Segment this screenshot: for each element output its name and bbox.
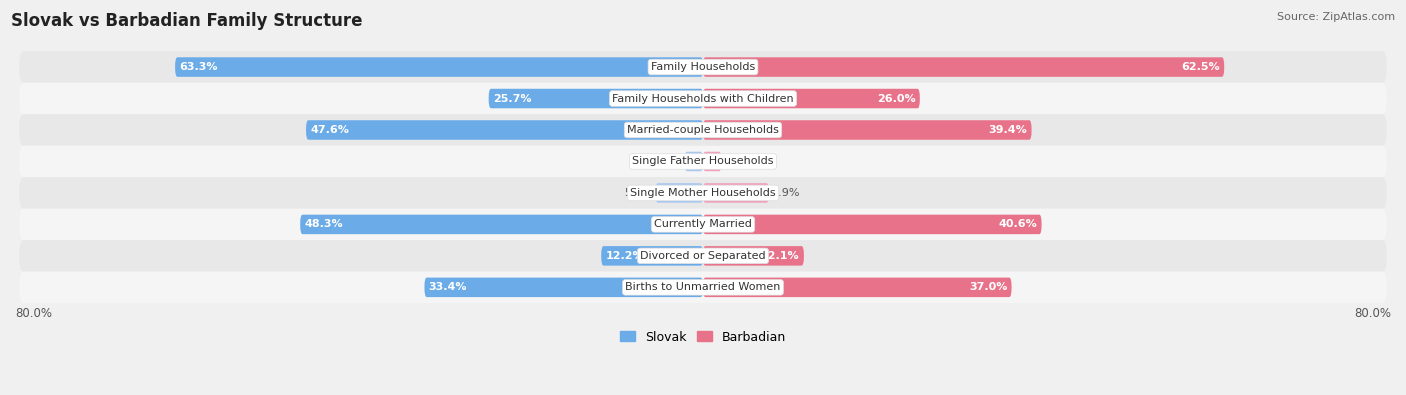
FancyBboxPatch shape (703, 246, 804, 265)
Text: Source: ZipAtlas.com: Source: ZipAtlas.com (1277, 12, 1395, 22)
Legend: Slovak, Barbadian: Slovak, Barbadian (616, 325, 790, 348)
Text: 26.0%: 26.0% (877, 94, 915, 103)
Text: 7.9%: 7.9% (772, 188, 800, 198)
FancyBboxPatch shape (703, 183, 769, 203)
Text: 62.5%: 62.5% (1181, 62, 1220, 72)
FancyBboxPatch shape (703, 152, 721, 171)
Text: 37.0%: 37.0% (969, 282, 1007, 292)
Text: 33.4%: 33.4% (429, 282, 467, 292)
Text: 5.7%: 5.7% (624, 188, 652, 198)
FancyBboxPatch shape (307, 120, 703, 140)
FancyBboxPatch shape (602, 246, 703, 265)
Text: Births to Unmarried Women: Births to Unmarried Women (626, 282, 780, 292)
Text: Divorced or Separated: Divorced or Separated (640, 251, 766, 261)
Text: 12.1%: 12.1% (761, 251, 800, 261)
Text: Currently Married: Currently Married (654, 219, 752, 229)
FancyBboxPatch shape (20, 209, 1386, 240)
Text: 48.3%: 48.3% (304, 219, 343, 229)
FancyBboxPatch shape (20, 114, 1386, 146)
FancyBboxPatch shape (703, 120, 1032, 140)
Text: Single Mother Households: Single Mother Households (630, 188, 776, 198)
Text: Family Households with Children: Family Households with Children (612, 94, 794, 103)
Text: 47.6%: 47.6% (311, 125, 349, 135)
FancyBboxPatch shape (176, 57, 703, 77)
Text: Family Households: Family Households (651, 62, 755, 72)
FancyBboxPatch shape (703, 278, 1011, 297)
Text: 2.2%: 2.2% (724, 156, 752, 166)
FancyBboxPatch shape (703, 57, 1225, 77)
FancyBboxPatch shape (655, 183, 703, 203)
FancyBboxPatch shape (20, 177, 1386, 209)
FancyBboxPatch shape (301, 214, 703, 234)
Text: 63.3%: 63.3% (180, 62, 218, 72)
Text: Slovak vs Barbadian Family Structure: Slovak vs Barbadian Family Structure (11, 12, 363, 30)
FancyBboxPatch shape (20, 240, 1386, 272)
Text: Single Father Households: Single Father Households (633, 156, 773, 166)
FancyBboxPatch shape (703, 214, 1042, 234)
Text: 80.0%: 80.0% (1354, 307, 1391, 320)
FancyBboxPatch shape (425, 278, 703, 297)
Text: 2.2%: 2.2% (654, 156, 682, 166)
FancyBboxPatch shape (20, 83, 1386, 114)
FancyBboxPatch shape (685, 152, 703, 171)
Text: Married-couple Households: Married-couple Households (627, 125, 779, 135)
Text: 80.0%: 80.0% (15, 307, 52, 320)
Text: 39.4%: 39.4% (988, 125, 1028, 135)
FancyBboxPatch shape (20, 272, 1386, 303)
Text: 12.2%: 12.2% (606, 251, 644, 261)
FancyBboxPatch shape (703, 89, 920, 108)
Text: 25.7%: 25.7% (494, 94, 531, 103)
FancyBboxPatch shape (20, 146, 1386, 177)
Text: 40.6%: 40.6% (998, 219, 1038, 229)
FancyBboxPatch shape (489, 89, 703, 108)
FancyBboxPatch shape (20, 51, 1386, 83)
